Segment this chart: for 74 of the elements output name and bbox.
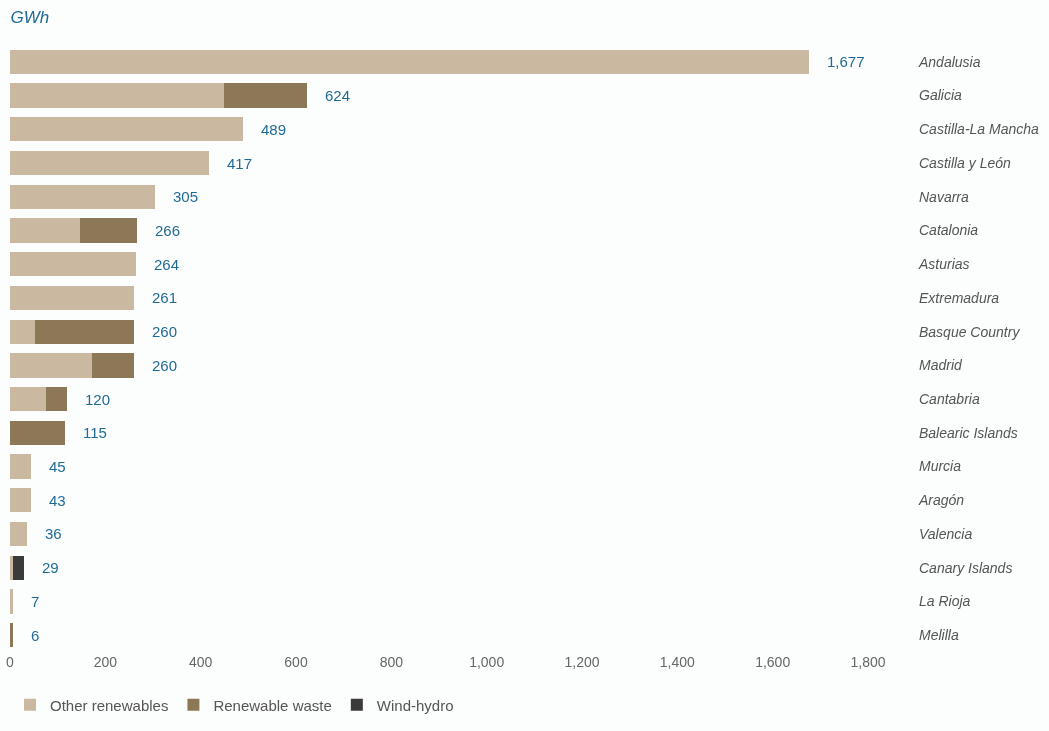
x-tick-label: 0 — [6, 654, 15, 670]
bar — [10, 589, 14, 614]
y-tick-label: Asturias — [918, 256, 970, 273]
bar — [10, 623, 13, 648]
total-label: 120 — [85, 391, 111, 408]
total-label: 6 — [31, 627, 40, 644]
y-tick-label: Aragón — [918, 492, 965, 509]
x-tick-label: 800 — [379, 654, 404, 670]
x-tick-label: 1,400 — [659, 654, 696, 670]
bar — [12, 555, 24, 580]
bar — [91, 353, 134, 378]
bar — [10, 353, 92, 378]
bar — [10, 488, 31, 513]
x-tick-label: 1,000 — [469, 654, 505, 670]
legend-label: Renewable waste — [213, 696, 332, 714]
total-label: 261 — [152, 289, 178, 306]
bar — [34, 319, 134, 344]
x-tick-label: 200 — [93, 654, 118, 670]
y-tick-label: Catalonia — [919, 222, 979, 239]
y-tick-label: Extremadura — [919, 289, 1000, 306]
total-label: 36 — [45, 525, 62, 542]
y-tick-label: La Rioja — [919, 593, 971, 610]
bar — [10, 555, 13, 580]
bar — [45, 386, 68, 412]
total-label: 305 — [173, 188, 199, 205]
bar — [80, 218, 137, 243]
bar — [10, 420, 65, 445]
total-label: 489 — [261, 121, 287, 138]
y-tick-label: Navarra — [919, 188, 970, 205]
y-tick-label: Basque Country — [919, 323, 1021, 340]
total-label: 29 — [42, 559, 59, 576]
total-label: 45 — [49, 458, 66, 475]
y-tick-label: Madrid — [919, 357, 964, 374]
bar — [224, 83, 308, 108]
bar — [10, 319, 35, 344]
y-tick-label: Andalusia — [918, 53, 981, 70]
y-tick-label: Castilla-La Mancha — [919, 121, 1040, 138]
y-tick-label: Murcia — [919, 458, 962, 475]
y-tick-label: Melilla — [919, 627, 959, 644]
total-label: 624 — [325, 87, 351, 104]
y-tick-label: Galicia — [919, 87, 963, 104]
y-tick-label: Balearic Islands — [919, 424, 1018, 441]
y-tick-label: Castilla y León — [919, 154, 1012, 171]
total-label: 7 — [31, 593, 40, 610]
x-tick-label: 400 — [188, 654, 213, 670]
total-label: 264 — [154, 256, 180, 273]
y-tick-label: Canary Islands — [919, 559, 1013, 576]
legend-label: Wind-hydro — [376, 696, 454, 714]
total-label: 1,677 — [827, 53, 865, 70]
bar — [10, 49, 810, 74]
legend-label: Other renewables — [50, 696, 169, 714]
total-label: 115 — [83, 424, 107, 441]
bar — [10, 252, 136, 277]
bar — [10, 218, 81, 243]
x-tick-label: 1,200 — [564, 654, 600, 670]
y-tick-label: Cantabria — [919, 390, 980, 407]
total-label: 260 — [152, 357, 178, 374]
bar — [10, 386, 46, 412]
bar — [10, 454, 32, 479]
bar — [10, 150, 209, 176]
chart-title: GWh — [10, 7, 50, 27]
total-label: 260 — [152, 323, 178, 340]
total-label: 43 — [49, 492, 66, 509]
y-tick-label: Valencia — [919, 525, 973, 542]
bar — [10, 521, 28, 547]
x-tick-label: 1,600 — [755, 654, 791, 670]
bar — [10, 285, 135, 311]
bar — [10, 117, 244, 142]
bar — [10, 83, 225, 108]
total-label: 266 — [155, 222, 181, 239]
total-label: 417 — [227, 155, 253, 172]
x-tick-label: 600 — [284, 654, 308, 670]
bar — [10, 184, 156, 209]
x-tick-label: 1,800 — [850, 654, 886, 670]
